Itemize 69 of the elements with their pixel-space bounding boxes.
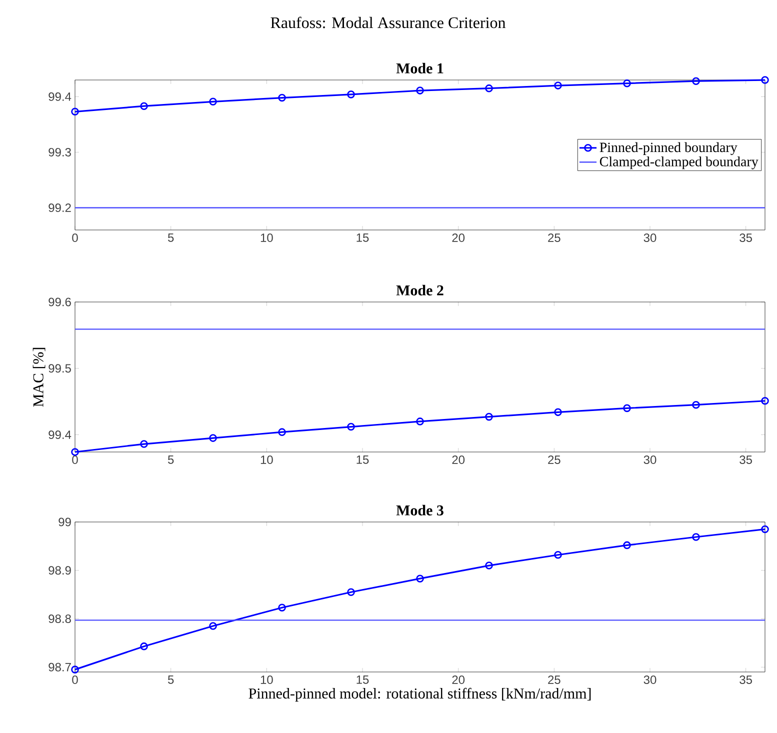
x-tick-label: 15 xyxy=(356,234,369,242)
x-tick-label: 30 xyxy=(644,676,656,684)
y-tick-label: 98.8 xyxy=(48,614,71,623)
point xyxy=(554,550,562,559)
point xyxy=(278,604,286,612)
x-tick-label: 30 xyxy=(644,456,656,464)
x-tick-label: 20 xyxy=(452,676,465,684)
point xyxy=(692,533,700,541)
point xyxy=(278,94,286,102)
point xyxy=(416,418,424,426)
x-tick-label: 15 xyxy=(356,456,369,464)
y-tick-label: 99.4 xyxy=(48,430,72,439)
point xyxy=(347,422,355,431)
point xyxy=(278,428,286,436)
point xyxy=(623,79,631,88)
y-tick-label: 99.5 xyxy=(48,364,71,373)
chart-title: Raufoss: Modal Assurance Criterion xyxy=(270,16,506,28)
legend-label: Pinned-pinned boundary xyxy=(600,142,738,156)
point xyxy=(485,84,493,92)
legend-label: Clamped-clamped boundary xyxy=(600,156,758,170)
y-tick-label: 99.3 xyxy=(48,148,71,156)
x-tick-label: 25 xyxy=(548,456,560,464)
y-axis-title: MAC [%] xyxy=(32,348,46,407)
point xyxy=(140,102,148,110)
point xyxy=(623,541,631,550)
point xyxy=(416,86,424,94)
point xyxy=(554,408,562,416)
chart-subtitle: Mode 1 xyxy=(396,62,444,74)
point xyxy=(623,404,631,412)
x-tick-label: 10 xyxy=(260,456,273,464)
x-tick-label: 20 xyxy=(452,456,465,464)
x-tick-label: 10 xyxy=(260,234,273,242)
x-axis-title: Pinned-pinned model: rotational stiffness [kNm/rad/mm] xyxy=(248,688,591,702)
x-tick-label: 35 xyxy=(740,676,752,684)
x-tick-label: 10 xyxy=(260,676,273,684)
y-tick-label: 98.9 xyxy=(48,566,71,575)
y-tick-label: 99 xyxy=(58,518,71,526)
point xyxy=(209,622,217,630)
y-tick-label: 98.7 xyxy=(48,662,71,672)
point xyxy=(485,562,493,570)
x-tick-label: 25 xyxy=(548,676,560,684)
x-tick-label: 35 xyxy=(740,456,752,464)
x-tick-label: 20 xyxy=(452,234,465,242)
x-tick-label: 35 xyxy=(740,234,752,242)
point xyxy=(485,412,493,421)
point xyxy=(140,642,148,650)
point xyxy=(692,77,700,85)
point xyxy=(692,400,700,409)
x-tick-label: 15 xyxy=(356,676,369,684)
x-tick-label: 5 xyxy=(168,456,174,464)
point xyxy=(416,574,424,582)
x-tick-label: 5 xyxy=(168,234,174,242)
x-tick-label: 30 xyxy=(644,234,656,242)
point xyxy=(347,588,355,596)
point xyxy=(209,434,217,442)
y-tick-label: 99.6 xyxy=(48,298,71,306)
x-tick-label: 25 xyxy=(548,234,560,242)
point xyxy=(554,82,562,90)
point xyxy=(209,98,217,106)
chart-title: Mode 2 xyxy=(396,284,444,296)
x-tick-label: 0 xyxy=(72,676,78,684)
point xyxy=(140,440,148,448)
x-tick-label: 5 xyxy=(168,676,174,684)
y-tick-label: 99.2 xyxy=(48,204,71,212)
point xyxy=(347,90,355,98)
chart-title: Mode 3 xyxy=(396,504,444,516)
x-tick-label: 0 xyxy=(72,456,78,464)
x-tick-label: 0 xyxy=(72,234,78,242)
y-tick-label: 99.4 xyxy=(48,92,72,101)
